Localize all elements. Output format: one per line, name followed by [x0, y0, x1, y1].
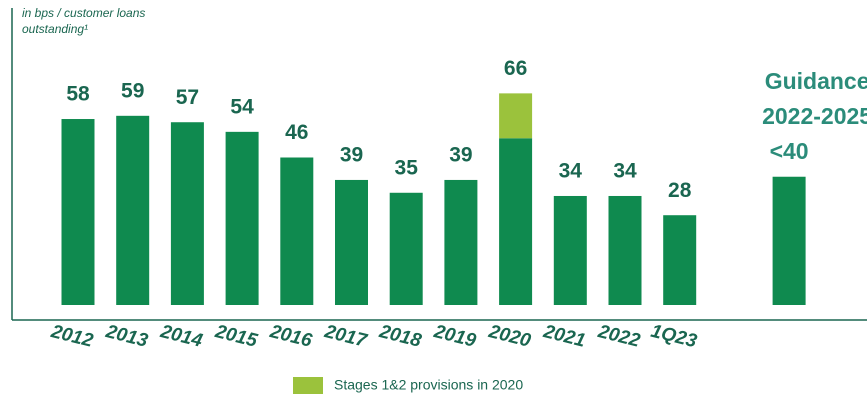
bar-label: 58 [66, 83, 90, 106]
bar-label: 39 [340, 143, 363, 166]
bar [170, 122, 204, 305]
bar-label: 66 [504, 57, 527, 80]
bar-label: <40 [770, 138, 809, 164]
bar-label: 39 [449, 143, 472, 166]
x-tick-label: 2021 [540, 321, 587, 352]
bar-label: 35 [395, 156, 419, 179]
y-axis-label: outstanding¹ [22, 22, 88, 36]
bar [499, 93, 533, 139]
bar [335, 179, 368, 305]
bar-label: 46 [285, 121, 308, 144]
legend-label: Stages 1&2 provisions in 2020 [334, 377, 523, 393]
annotation: 2022-2025 [762, 103, 867, 129]
bar [225, 131, 259, 305]
x-tick-label: 2015 [212, 321, 259, 352]
bar [280, 157, 314, 305]
bar [608, 195, 642, 305]
bar-label: 57 [176, 86, 199, 109]
bar-label: 34 [559, 160, 583, 183]
bar [663, 215, 697, 305]
bar [444, 179, 478, 305]
x-tick-label: 2020 [486, 321, 533, 352]
x-tick-label: 2012 [48, 321, 95, 352]
x-tick-label: 2022 [595, 321, 642, 352]
annotation: Guidance [765, 68, 867, 94]
x-tick-label: 2017 [322, 321, 370, 352]
bar [553, 195, 587, 305]
bar [772, 176, 806, 305]
bar-label: 54 [230, 95, 254, 118]
bar [389, 192, 423, 305]
legend-swatch [293, 377, 323, 394]
bar-label: 59 [121, 79, 144, 102]
x-tick-label: 2014 [157, 321, 204, 352]
bar [499, 138, 533, 305]
bar [116, 115, 150, 305]
x-tick-label: 2019 [431, 321, 478, 352]
x-tick-label: 2018 [376, 321, 423, 352]
y-axis-label: in bps / customer loans [22, 6, 145, 20]
x-tick-label: 2013 [103, 321, 150, 352]
x-tick-label: 1Q23 [649, 321, 700, 353]
bar-label: 34 [613, 160, 637, 183]
bar [61, 119, 95, 306]
bar-label: 28 [668, 179, 692, 202]
x-tick-label: 2016 [267, 321, 314, 352]
